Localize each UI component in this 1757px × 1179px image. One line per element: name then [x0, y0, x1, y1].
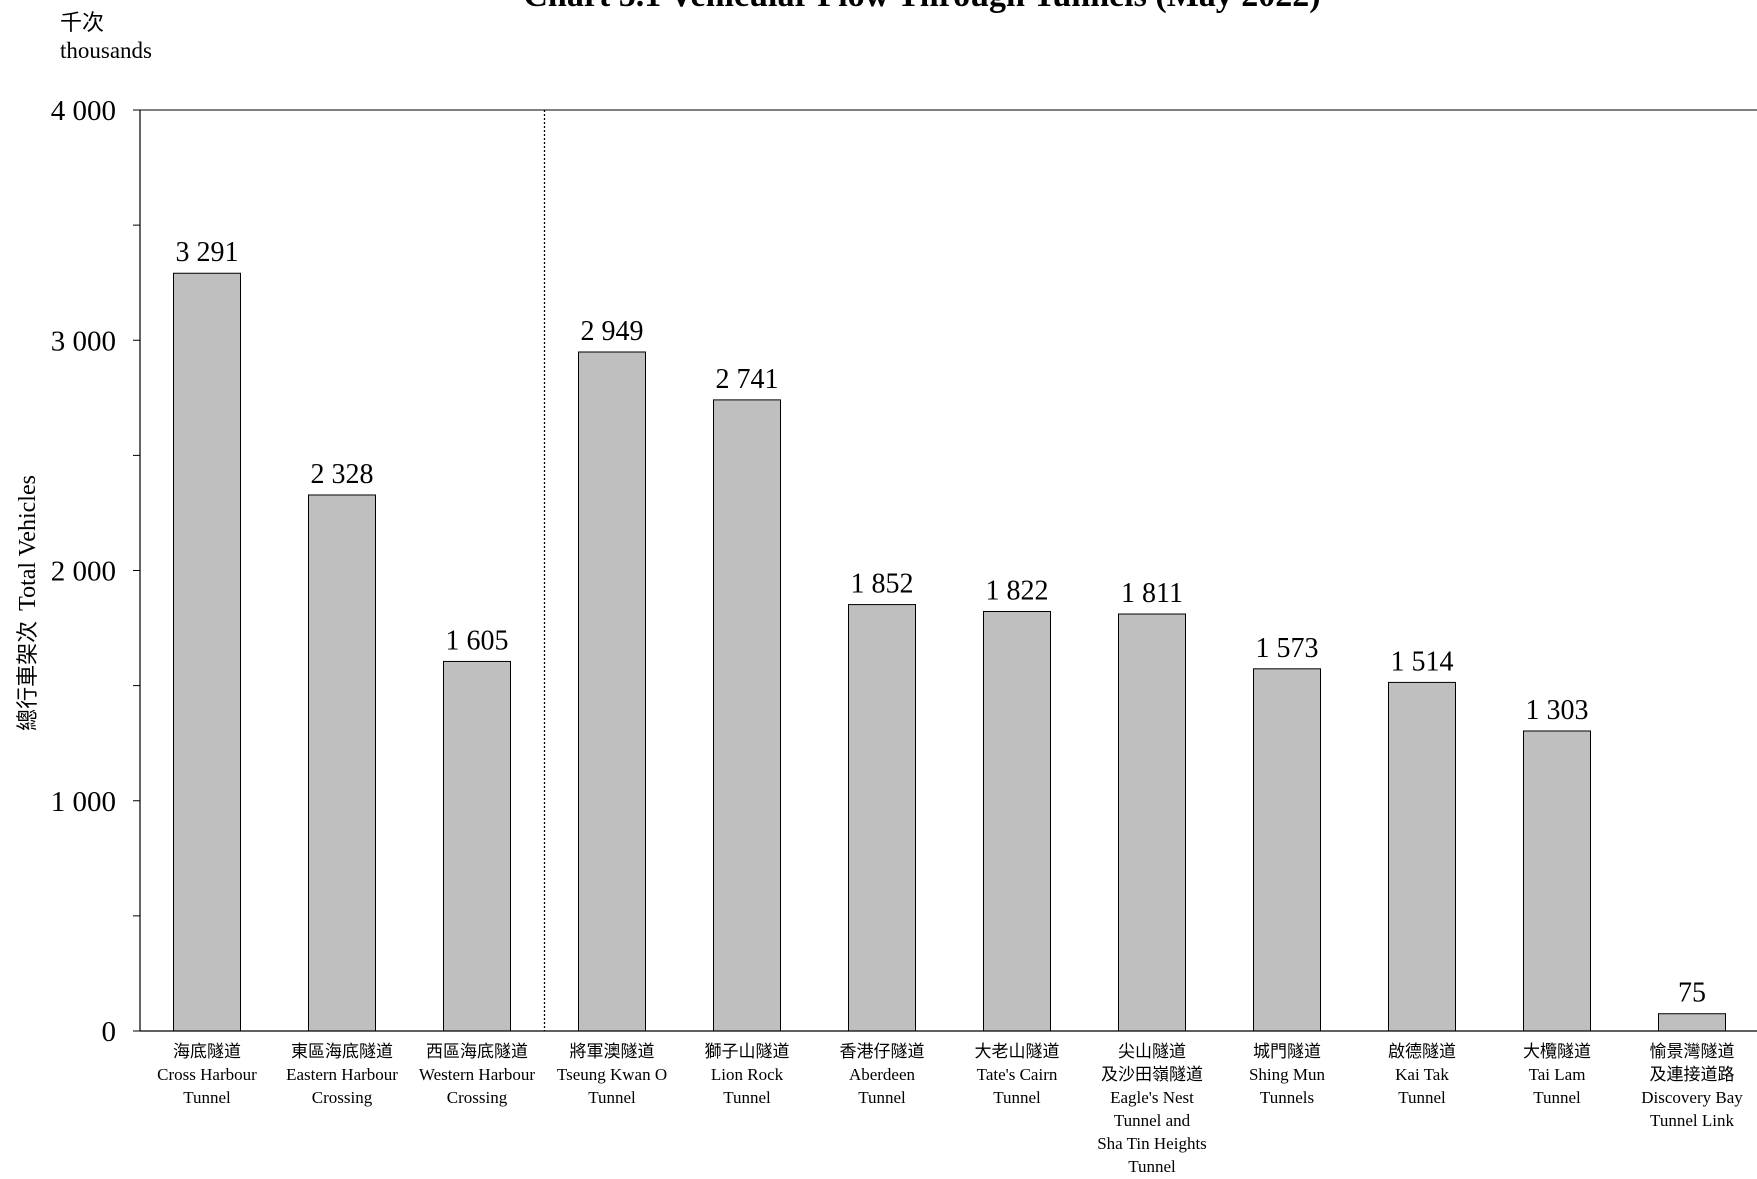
category-label-en: Tunnels: [1260, 1088, 1314, 1107]
category-label-en: Tunnel: [723, 1088, 771, 1107]
plot-area: [140, 109, 1757, 1031]
bar: [578, 351, 646, 1032]
bar-value-label: 1 303: [1526, 695, 1589, 726]
bar-value-label: 2 328: [311, 459, 374, 490]
value-labels: 3 291 2 328 1 605 2 949 2 741 1 852 1 822 1 811…: [176, 237, 1707, 1008]
category-label-zh: 及連接道路: [1650, 1065, 1735, 1085]
category-label-en: Tunnel: [858, 1088, 906, 1107]
category-label-en: Tunnel: [183, 1088, 231, 1107]
bar-value-label: 2 949: [581, 316, 644, 347]
category-label-en: Tunnel: [588, 1088, 636, 1107]
bar-value-label: 1 573: [1256, 633, 1319, 664]
category-label-zh: 大老山隧道: [975, 1042, 1060, 1062]
bar-value-label: 1 811: [1121, 578, 1183, 609]
category-label-en: Tunnel: [1398, 1088, 1446, 1107]
category-label-en: Tate's Cairn: [977, 1065, 1058, 1084]
bar-value-label: 2 741: [716, 364, 779, 395]
category-label-zh: 獅子山隧道: [705, 1042, 790, 1062]
y-tick-label: 1 000: [51, 786, 116, 818]
category-label-zh: 及沙田嶺隧道: [1101, 1065, 1203, 1085]
category-label-en: Tunnel Link: [1650, 1111, 1734, 1130]
category-label-en: Tunnel and: [1114, 1111, 1191, 1130]
category-label-en: Crossing: [447, 1088, 508, 1107]
category-label-zh: 香港仔隧道: [840, 1042, 925, 1062]
category-label-en: Western Harbour: [419, 1065, 536, 1084]
category-labels: 海底隧道 Cross Harbour Tunnel 東區海底隧道 Eastern Har…: [157, 1042, 1743, 1176]
bar: [848, 604, 916, 1032]
category-label-zh: 城門隧道: [1253, 1042, 1321, 1062]
bar: [443, 660, 511, 1032]
bar: [1118, 613, 1186, 1032]
bar: [308, 494, 376, 1032]
bar-value-label: 1 514: [1391, 646, 1454, 677]
category-label-en: Discovery Bay: [1641, 1088, 1743, 1107]
category-label-zh: 啟德隧道: [1388, 1042, 1456, 1062]
category-label-en: Eagle's Nest: [1110, 1088, 1194, 1107]
category-label-en: Tai Lam: [1529, 1065, 1586, 1084]
axes: 0 1 000 2 000 3 000 4 000: [51, 95, 1757, 1048]
bar: [173, 272, 241, 1032]
category-label-zh: 西區海底隧道: [426, 1042, 528, 1062]
category-label-zh: 將軍澳隧道: [570, 1042, 655, 1062]
unit-label-zh: 千次: [60, 11, 104, 36]
category-label-zh: 愉景灣隧道: [1650, 1042, 1735, 1062]
bar: [1658, 1013, 1726, 1032]
category-label-zh: 東區海底隧道: [291, 1042, 393, 1062]
category-label-en: Tunnel: [993, 1088, 1041, 1107]
category-label-en: Shing Mun: [1249, 1065, 1326, 1084]
category-label-en: Tunnel: [1128, 1157, 1176, 1176]
category-label-en: Lion Rock: [711, 1065, 784, 1084]
chart-title: Chart 5.1 Vehicular Flow Through Tunnels…: [523, 0, 1320, 14]
y-axis-title-en: Total Vehicles: [15, 475, 41, 611]
category-label-zh: 海底隧道: [173, 1042, 241, 1062]
unit-label-en: thousands: [60, 38, 152, 63]
category-label-en: Cross Harbour: [157, 1065, 257, 1084]
category-label-en: Crossing: [312, 1088, 373, 1107]
category-label-en: Eastern Harbour: [286, 1065, 398, 1084]
category-label-en: Tunnel: [1533, 1088, 1581, 1107]
y-tick-label: 2 000: [51, 556, 116, 588]
category-label-en: Aberdeen: [849, 1065, 916, 1084]
bar: [1388, 681, 1456, 1032]
category-label-en: Tseung Kwan O: [557, 1065, 667, 1084]
category-label-en: Sha Tin Heights: [1097, 1134, 1207, 1153]
bar: [1253, 668, 1321, 1032]
y-axis-title: 總行車架次 Total Vehicles: [15, 475, 41, 731]
bar-value-label: 75: [1678, 978, 1706, 1009]
bar-value-label: 1 822: [986, 575, 1049, 606]
bar: [983, 610, 1051, 1032]
category-label-zh: 大欖隧道: [1523, 1042, 1591, 1062]
bar-value-label: 1 852: [851, 569, 914, 600]
bar-value-label: 1 605: [446, 625, 509, 656]
bar-value-label: 3 291: [176, 237, 239, 268]
bars: [173, 272, 1726, 1032]
category-label-zh: 尖山隧道: [1118, 1042, 1186, 1062]
category-label-en: Kai Tak: [1395, 1065, 1449, 1084]
y-tick-label: 4 000: [51, 95, 116, 127]
y-tick-label: 0: [102, 1016, 117, 1048]
bar: [1523, 730, 1591, 1032]
y-tick-label: 3 000: [51, 325, 116, 357]
bar: [713, 399, 781, 1032]
y-axis-title-zh: 總行車架次: [16, 621, 41, 731]
